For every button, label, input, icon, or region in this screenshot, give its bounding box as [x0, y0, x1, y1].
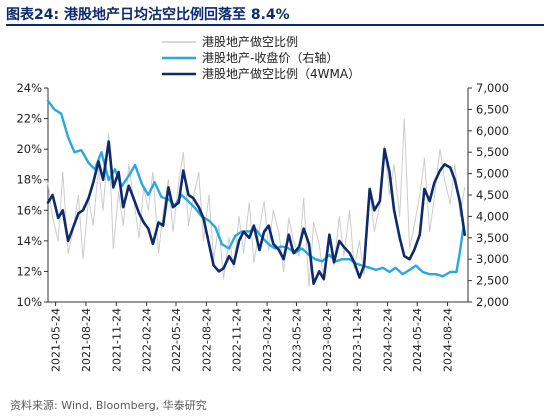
- x-tick-label: 2023-11-24: [351, 308, 364, 372]
- right-tick-label: 4,000: [476, 209, 509, 223]
- x-tick-label: 2022-11-24: [231, 308, 244, 372]
- left-tick-label: 18%: [16, 173, 42, 187]
- right-tick-label: 3,500: [476, 231, 509, 245]
- left-tick-label: 14%: [16, 234, 42, 248]
- right-tick-label: 5,000: [476, 167, 509, 181]
- left-tick-label: 12%: [16, 264, 42, 278]
- legend-label-1: 港股地产做空比例: [202, 34, 298, 49]
- x-tick-label: 2021-05-24: [50, 308, 63, 372]
- right-tick-label: 7,000: [476, 81, 509, 95]
- x-tick-label: 2024-05-24: [411, 308, 424, 372]
- title-divider: [6, 24, 544, 26]
- right-tick-label: 3,000: [476, 252, 509, 266]
- series-line-1: [47, 118, 466, 288]
- chart-title: 图表24: 港股地产日均沽空比例回落至 8.4%: [6, 7, 290, 23]
- x-tick-label: 2021-08-24: [80, 308, 93, 372]
- x-tick-label: 2023-05-24: [290, 308, 303, 372]
- left-tick-label: 24%: [16, 81, 42, 95]
- axes: 10% 12% 14% 16% 18% 20% 22% 24% 2,000 2,500 3,000 3…: [16, 81, 509, 372]
- x-tick-label: 2022-02-24: [141, 308, 154, 372]
- left-tick-label: 16%: [16, 203, 42, 217]
- series-line-3: [46, 140, 467, 286]
- left-tick-label: 22%: [16, 112, 42, 126]
- legend-label-2: 港股地产-收盘价（右轴）: [202, 50, 338, 65]
- right-tick-label: 5,500: [476, 145, 509, 159]
- x-tick-label: 2024-08-24: [442, 308, 455, 372]
- x-tick-label: 2024-02-24: [381, 308, 394, 372]
- x-tick-label: 2022-05-24: [170, 308, 183, 372]
- x-tick-label: 2022-08-24: [200, 308, 213, 372]
- x-tick-label: 2021-11-24: [110, 308, 123, 372]
- x-tick-label: 2023-02-24: [261, 308, 274, 372]
- series-layer: [46, 99, 467, 288]
- legend-label-3: 港股地产做空比例（4WMA）: [202, 66, 360, 81]
- right-tick-label: 6,500: [476, 102, 509, 116]
- left-tick-label: 10%: [16, 295, 42, 309]
- right-tick-label: 2,500: [476, 274, 509, 288]
- right-tick-label: 2,000: [476, 295, 509, 309]
- source-note: 资料来源: Wind, Bloomberg, 华泰研究: [10, 399, 207, 412]
- x-tick-label: 2023-08-24: [321, 308, 334, 372]
- left-tick-label: 20%: [16, 142, 42, 156]
- right-tick-label: 4,500: [476, 188, 509, 202]
- right-tick-label: 6,000: [476, 124, 509, 138]
- chart: 10% 12% 14% 16% 18% 20% 22% 24% 2,000 2,500 3,000 3…: [16, 34, 509, 372]
